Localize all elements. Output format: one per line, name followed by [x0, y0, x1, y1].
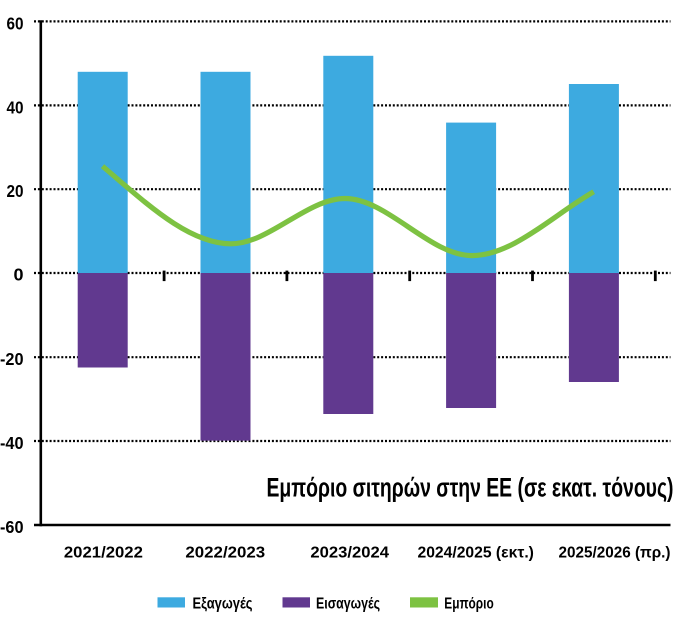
svg-text:2021/2022: 2021/2022 — [64, 545, 143, 562]
svg-text:40: 40 — [7, 97, 24, 117]
svg-text:-40: -40 — [0, 433, 24, 453]
svg-text:-20: -20 — [0, 349, 24, 369]
svg-text:60: 60 — [7, 13, 24, 33]
svg-text:Εμπόριο σιτηρών στην ΕΕ (σε εκ: Εμπόριο σιτηρών στην ΕΕ (σε εκατ. τόνους… — [267, 473, 674, 503]
svg-text:2023/2024: 2023/2024 — [310, 545, 389, 562]
svg-text:Εξαγωγές: Εξαγωγές — [193, 596, 253, 613]
svg-text:-60: -60 — [0, 517, 24, 537]
svg-text:20: 20 — [7, 181, 24, 201]
svg-text:Εισαγωγές: Εισαγωγές — [316, 596, 380, 613]
svg-text:2022/2023: 2022/2023 — [185, 545, 265, 562]
svg-text:2025/2026 (πρ.): 2025/2026 (πρ.) — [559, 545, 671, 562]
svg-text:2024/2025 (εκτ.): 2024/2025 (εκτ.) — [418, 545, 534, 562]
svg-text:Εμπόριο: Εμπόριο — [444, 596, 494, 613]
svg-text:0: 0 — [14, 264, 24, 284]
